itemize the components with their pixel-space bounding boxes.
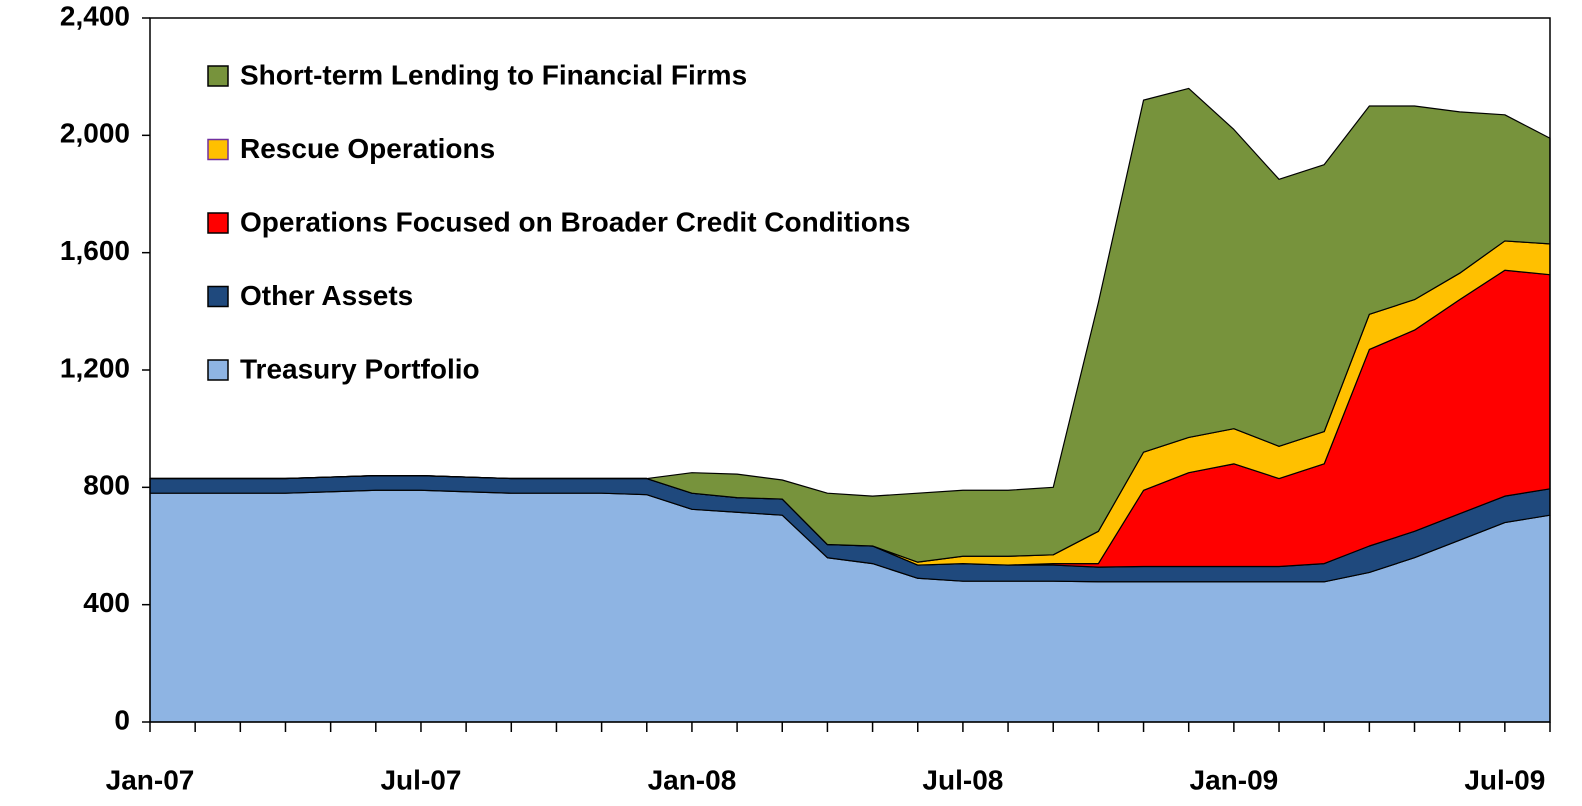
legend-label: Treasury Portfolio xyxy=(240,353,480,384)
legend-label: Short-term Lending to Financial Firms xyxy=(240,59,747,90)
x-tick-label: Jan-08 xyxy=(648,764,737,795)
legend-swatch xyxy=(207,138,229,161)
y-tick-label: 2,400 xyxy=(60,0,130,31)
x-tick-label: Jan-09 xyxy=(1190,764,1279,795)
x-tick-label: Jul-09 xyxy=(1464,764,1545,795)
legend-swatch xyxy=(207,359,229,381)
y-tick-label: 400 xyxy=(83,587,130,618)
y-tick-label: 0 xyxy=(114,704,130,735)
legend-swatch xyxy=(207,212,229,234)
x-tick-label: Jan-07 xyxy=(106,764,195,795)
y-tick-label: 2,000 xyxy=(60,118,130,149)
legend-label: Rescue Operations xyxy=(240,133,495,164)
legend-swatch xyxy=(207,65,229,87)
legend-swatch xyxy=(207,285,229,308)
x-tick-label: Jul-07 xyxy=(380,764,461,795)
y-tick-label: 1,600 xyxy=(60,235,130,266)
y-tick-label: 1,200 xyxy=(60,352,130,383)
legend-label: Other Assets xyxy=(240,280,413,311)
legend-label: Operations Focused on Broader Credit Con… xyxy=(240,206,911,237)
y-tick-label: 800 xyxy=(83,470,130,501)
x-tick-label: Jul-08 xyxy=(922,764,1003,795)
